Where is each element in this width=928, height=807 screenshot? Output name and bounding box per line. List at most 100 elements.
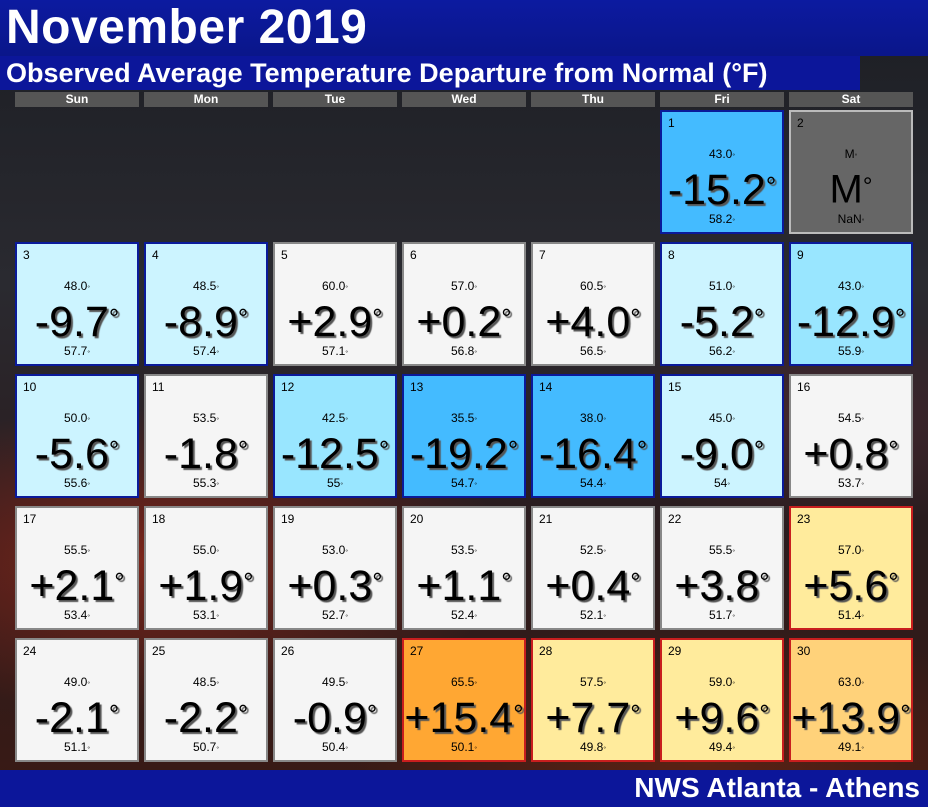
observed-temp: 60.0° (275, 279, 395, 293)
degree-symbol: ° (753, 437, 765, 465)
departure-value: +15.4° (404, 693, 524, 740)
day-cell: 14 38.0° -16.4° 54.4° (531, 374, 655, 498)
normal-temp: 52.7° (275, 608, 395, 622)
departure-number: -15.2 (667, 166, 766, 215)
degree-symbol: ° (854, 153, 858, 160)
observed-temp-value: 48.5 (193, 279, 217, 293)
day-number: 6 (410, 248, 417, 262)
observed-temp: 48.5° (146, 675, 266, 689)
observed-temp: 53.5° (404, 543, 524, 557)
departure-value: +9.6° (662, 693, 782, 740)
observed-temp: 51.0° (662, 279, 782, 293)
normal-temp: 54.4° (533, 476, 653, 490)
degree-symbol: ° (345, 614, 348, 621)
normal-temp: 52.1° (533, 608, 653, 622)
departure-number: -12.5 (280, 430, 379, 479)
departure-number: +0.4 (545, 562, 631, 611)
weekday-header-tue: Tue (273, 92, 397, 107)
departure-value: -2.2° (146, 693, 266, 740)
weekday-header-wed: Wed (402, 92, 526, 107)
observed-temp-value: 42.5 (322, 411, 346, 425)
observed-temp-value: 53.5 (451, 543, 475, 557)
normal-temp: 54.7° (404, 476, 524, 490)
departure-number: +7.7 (545, 694, 631, 743)
observed-temp-value: 53.5 (193, 411, 217, 425)
normal-temp-value: 56.8 (451, 344, 475, 358)
day-cell: 21 52.5° +0.4° 52.1° (531, 506, 655, 630)
degree-symbol: ° (732, 153, 735, 160)
observed-temp: 53.0° (275, 543, 395, 557)
degree-symbol: ° (732, 746, 735, 753)
degree-symbol: ° (765, 173, 777, 201)
observed-temp-value: 45.0 (709, 411, 733, 425)
day-cell: 10 50.0° -5.6° 55.6° (15, 374, 139, 498)
observed-temp-value: 51.0 (709, 279, 733, 293)
degree-symbol: ° (237, 305, 249, 333)
normal-temp: 52.4° (404, 608, 524, 622)
degree-symbol: ° (603, 549, 606, 556)
normal-temp: 55° (275, 476, 395, 490)
normal-temp: 50.4° (275, 740, 395, 754)
departure-value: +7.7° (533, 693, 653, 740)
normal-temp-value: 57.7 (64, 344, 88, 358)
degree-symbol: ° (474, 746, 477, 753)
day-number: 3 (23, 248, 30, 262)
day-cell: 5 60.0° +2.9° 57.1° (273, 242, 397, 366)
observed-temp: 49.5° (275, 675, 395, 689)
degree-symbol: ° (340, 482, 343, 489)
day-number: 27 (410, 644, 424, 658)
departure-number: -5.6 (34, 430, 109, 479)
day-number: 28 (539, 644, 553, 658)
normal-temp: 50.7° (146, 740, 266, 754)
observed-temp-value: 55.5 (709, 543, 733, 557)
observed-temp-value: 48.0 (64, 279, 88, 293)
departure-number: +0.2 (416, 298, 502, 347)
departure-value: -9.0° (662, 429, 782, 476)
normal-temp: 49.1° (791, 740, 911, 754)
normal-temp: 56.5° (533, 344, 653, 358)
departure-number: +0.8 (803, 430, 889, 479)
departure-value: -1.8° (146, 429, 266, 476)
normal-temp: 55.3° (146, 476, 266, 490)
observed-temp-value: 35.5 (451, 411, 475, 425)
degree-symbol: ° (345, 549, 348, 556)
degree-symbol: ° (474, 482, 477, 489)
degree-symbol: ° (630, 701, 641, 729)
day-number: 13 (410, 380, 424, 394)
day-cell: 16 54.5° +0.8° 53.7° (789, 374, 913, 498)
normal-temp: 57.1° (275, 344, 395, 358)
day-number: 4 (152, 248, 159, 262)
normal-temp: 49.4° (662, 740, 782, 754)
day-number: 20 (410, 512, 424, 526)
degree-symbol: ° (501, 305, 512, 333)
day-cell: 6 57.0° +0.2° 56.8° (402, 242, 526, 366)
departure-value: +5.6° (791, 561, 911, 608)
normal-temp-value: 53.1 (193, 608, 217, 622)
day-cell: 12 42.5° -12.5° 55° (273, 374, 397, 498)
normal-temp-value: 52.7 (322, 608, 346, 622)
departure-value: -5.2° (662, 297, 782, 344)
normal-temp-value: 52.1 (580, 608, 604, 622)
observed-temp: 60.5° (533, 279, 653, 293)
day-cell: 1 43.0° -15.2° 58.2° (660, 110, 784, 234)
degree-symbol: ° (759, 701, 770, 729)
degree-symbol: ° (345, 285, 348, 292)
degree-symbol: ° (87, 350, 90, 357)
degree-symbol: ° (237, 437, 249, 465)
day-number: 9 (797, 248, 804, 262)
day-cell: 30 63.0° +13.9° 49.1° (789, 638, 913, 762)
observed-temp: 35.5° (404, 411, 524, 425)
day-number: 10 (23, 380, 37, 394)
day-number: 30 (797, 644, 811, 658)
observed-temp: 52.5° (533, 543, 653, 557)
weekday-header-fri: Fri (660, 92, 784, 107)
departure-number: -2.2 (163, 694, 238, 743)
day-cell: 11 53.5° -1.8° 55.3° (144, 374, 268, 498)
degree-symbol: ° (474, 614, 477, 621)
normal-temp: 53.4° (17, 608, 137, 622)
observed-temp: 53.5° (146, 411, 266, 425)
degree-symbol: ° (87, 482, 90, 489)
degree-symbol: ° (603, 614, 606, 621)
observed-temp-value: 57.5 (580, 675, 604, 689)
departure-value: +1.1° (404, 561, 524, 608)
